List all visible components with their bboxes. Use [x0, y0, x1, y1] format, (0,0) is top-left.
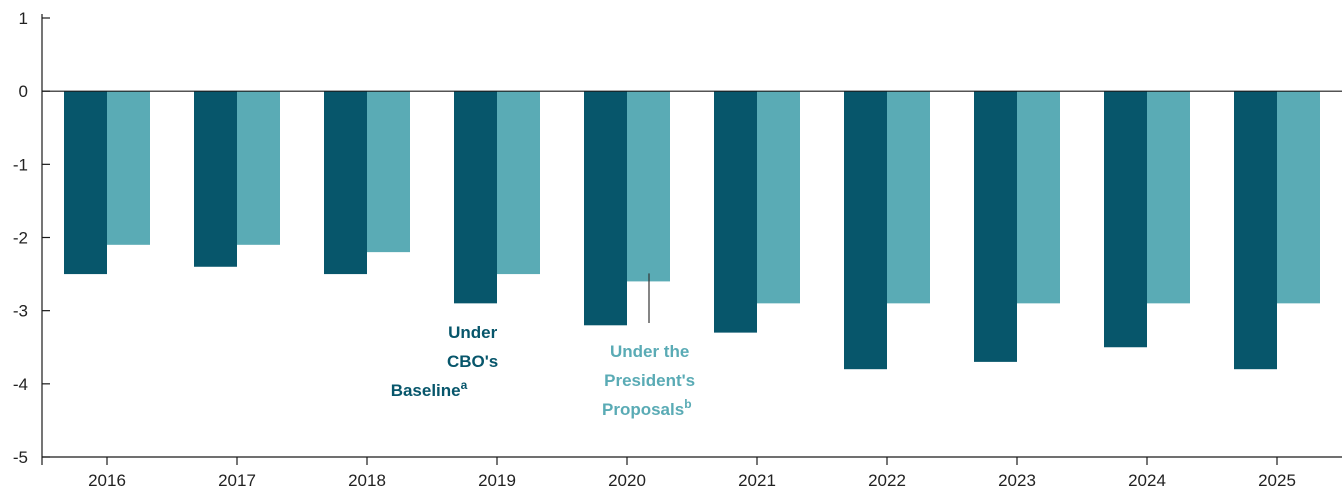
y-tick-label: -5	[13, 448, 28, 467]
baseline-annotation: Under CBO's Baselinea	[391, 323, 503, 400]
y-tick-labels: 1 0 -1 -2 -3 -4 -5	[13, 9, 28, 467]
proposals-bar-2021	[757, 91, 800, 304]
proposals-annotation-line-1: Under the	[610, 342, 689, 361]
baseline-annotation-line-3: Baseline	[391, 381, 461, 400]
y-tick-label: -3	[13, 302, 28, 321]
x-tick-label: 2022	[868, 471, 906, 490]
proposals-bar-2023	[1017, 91, 1060, 304]
baseline-annotation-line-2: CBO's	[447, 352, 498, 371]
proposals-annotation-sup: b	[684, 397, 691, 411]
y-tick-label: 0	[19, 82, 28, 101]
proposals-bar-2022	[887, 91, 930, 304]
x-tick-label: 2018	[348, 471, 386, 490]
baseline-bar-2019	[454, 91, 497, 304]
proposals-annotation-line-2: President's	[604, 371, 695, 390]
baseline-bar-2022	[844, 91, 887, 370]
y-tick-label: -1	[13, 155, 28, 174]
y-tick-label: -2	[13, 229, 28, 248]
baseline-bar-2025	[1234, 91, 1277, 370]
x-tick-label: 2019	[478, 471, 516, 490]
x-tick-label: 2025	[1258, 471, 1296, 490]
proposals-bar-2020	[627, 91, 670, 282]
baseline-bar-2020	[584, 91, 627, 326]
proposals-bar-2017	[237, 91, 280, 245]
proposals-bar-2025	[1277, 91, 1320, 304]
x-tick-label: 2021	[738, 471, 776, 490]
x-tick-labels: 2016 2017 2018 2019 2020 2021 2022 2023 2024 2025	[88, 471, 1296, 490]
x-tick-label: 2024	[1128, 471, 1166, 490]
x-tick-label: 2016	[88, 471, 126, 490]
proposals-bar-2019	[497, 91, 540, 275]
proposals-bar-2016	[107, 91, 150, 245]
baseline-bar-2018	[324, 91, 367, 275]
x-tick-label: 2017	[218, 471, 256, 490]
proposals-bar-2024	[1147, 91, 1190, 304]
bars-group	[64, 91, 1320, 370]
axes-group	[41, 14, 1342, 465]
x-tick-label: 2020	[608, 471, 646, 490]
baseline-bar-2016	[64, 91, 107, 275]
annotations: Under CBO's Baselinea Under the Presiden…	[391, 273, 700, 419]
x-tick-label: 2023	[998, 471, 1036, 490]
proposals-annotation: Under the President's Proposalsb	[602, 342, 700, 419]
baseline-annotation-sup: a	[461, 378, 468, 392]
baseline-bar-2017	[194, 91, 237, 267]
y-tick-label: -4	[13, 375, 28, 394]
proposals-annotation-line-3: Proposals	[602, 400, 684, 419]
baseline-annotation-line-1: Under	[448, 323, 498, 342]
baseline-bar-2024	[1104, 91, 1147, 348]
proposals-bar-2018	[367, 91, 410, 253]
baseline-bar-2021	[714, 91, 757, 333]
baseline-bar-2023	[974, 91, 1017, 362]
y-tick-label: 1	[19, 9, 28, 28]
